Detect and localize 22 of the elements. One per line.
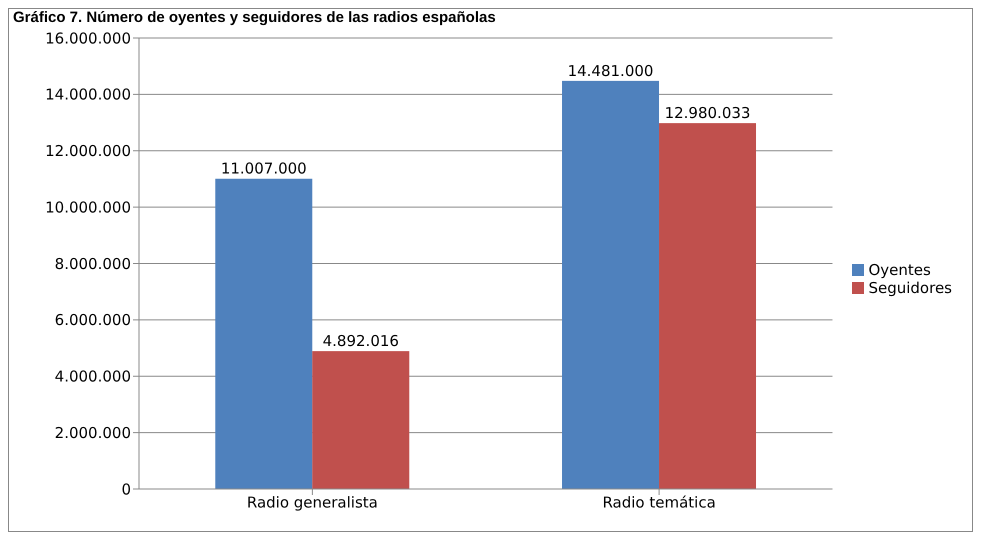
y-tick-label: 4.000.000: [54, 368, 131, 386]
data-label: 12.980.033: [664, 104, 750, 122]
y-tick-label: 14.000.000: [45, 86, 131, 104]
legend-label: Seguidores: [868, 278, 952, 296]
bar: [312, 351, 410, 489]
bar: [659, 123, 756, 489]
x-tick-label: Radio generalista: [246, 494, 378, 512]
data-label: 11.007.000: [220, 160, 307, 178]
data-label: 4.892.016: [322, 332, 399, 350]
chart-title: Gráfico 7. Número de oyentes y seguidores de las radios españolas: [12, 9, 497, 26]
bar: [215, 178, 312, 489]
y-tick-label: 12.000.000: [45, 142, 131, 160]
legend-label: Oyentes: [868, 260, 931, 278]
bar: [562, 80, 660, 489]
y-tick-label: 6.000.000: [54, 311, 131, 330]
y-tick-label: 0: [121, 480, 131, 498]
y-tick-label: 2.000.000: [54, 424, 131, 442]
y-tick-label: 10.000.000: [45, 198, 131, 216]
y-tick-label: 8.000.000: [54, 254, 131, 273]
data-label: 14.481.000: [568, 62, 654, 80]
x-tick-label: Radio temática: [602, 494, 716, 512]
y-tick-label: 16.000.000: [45, 29, 131, 48]
